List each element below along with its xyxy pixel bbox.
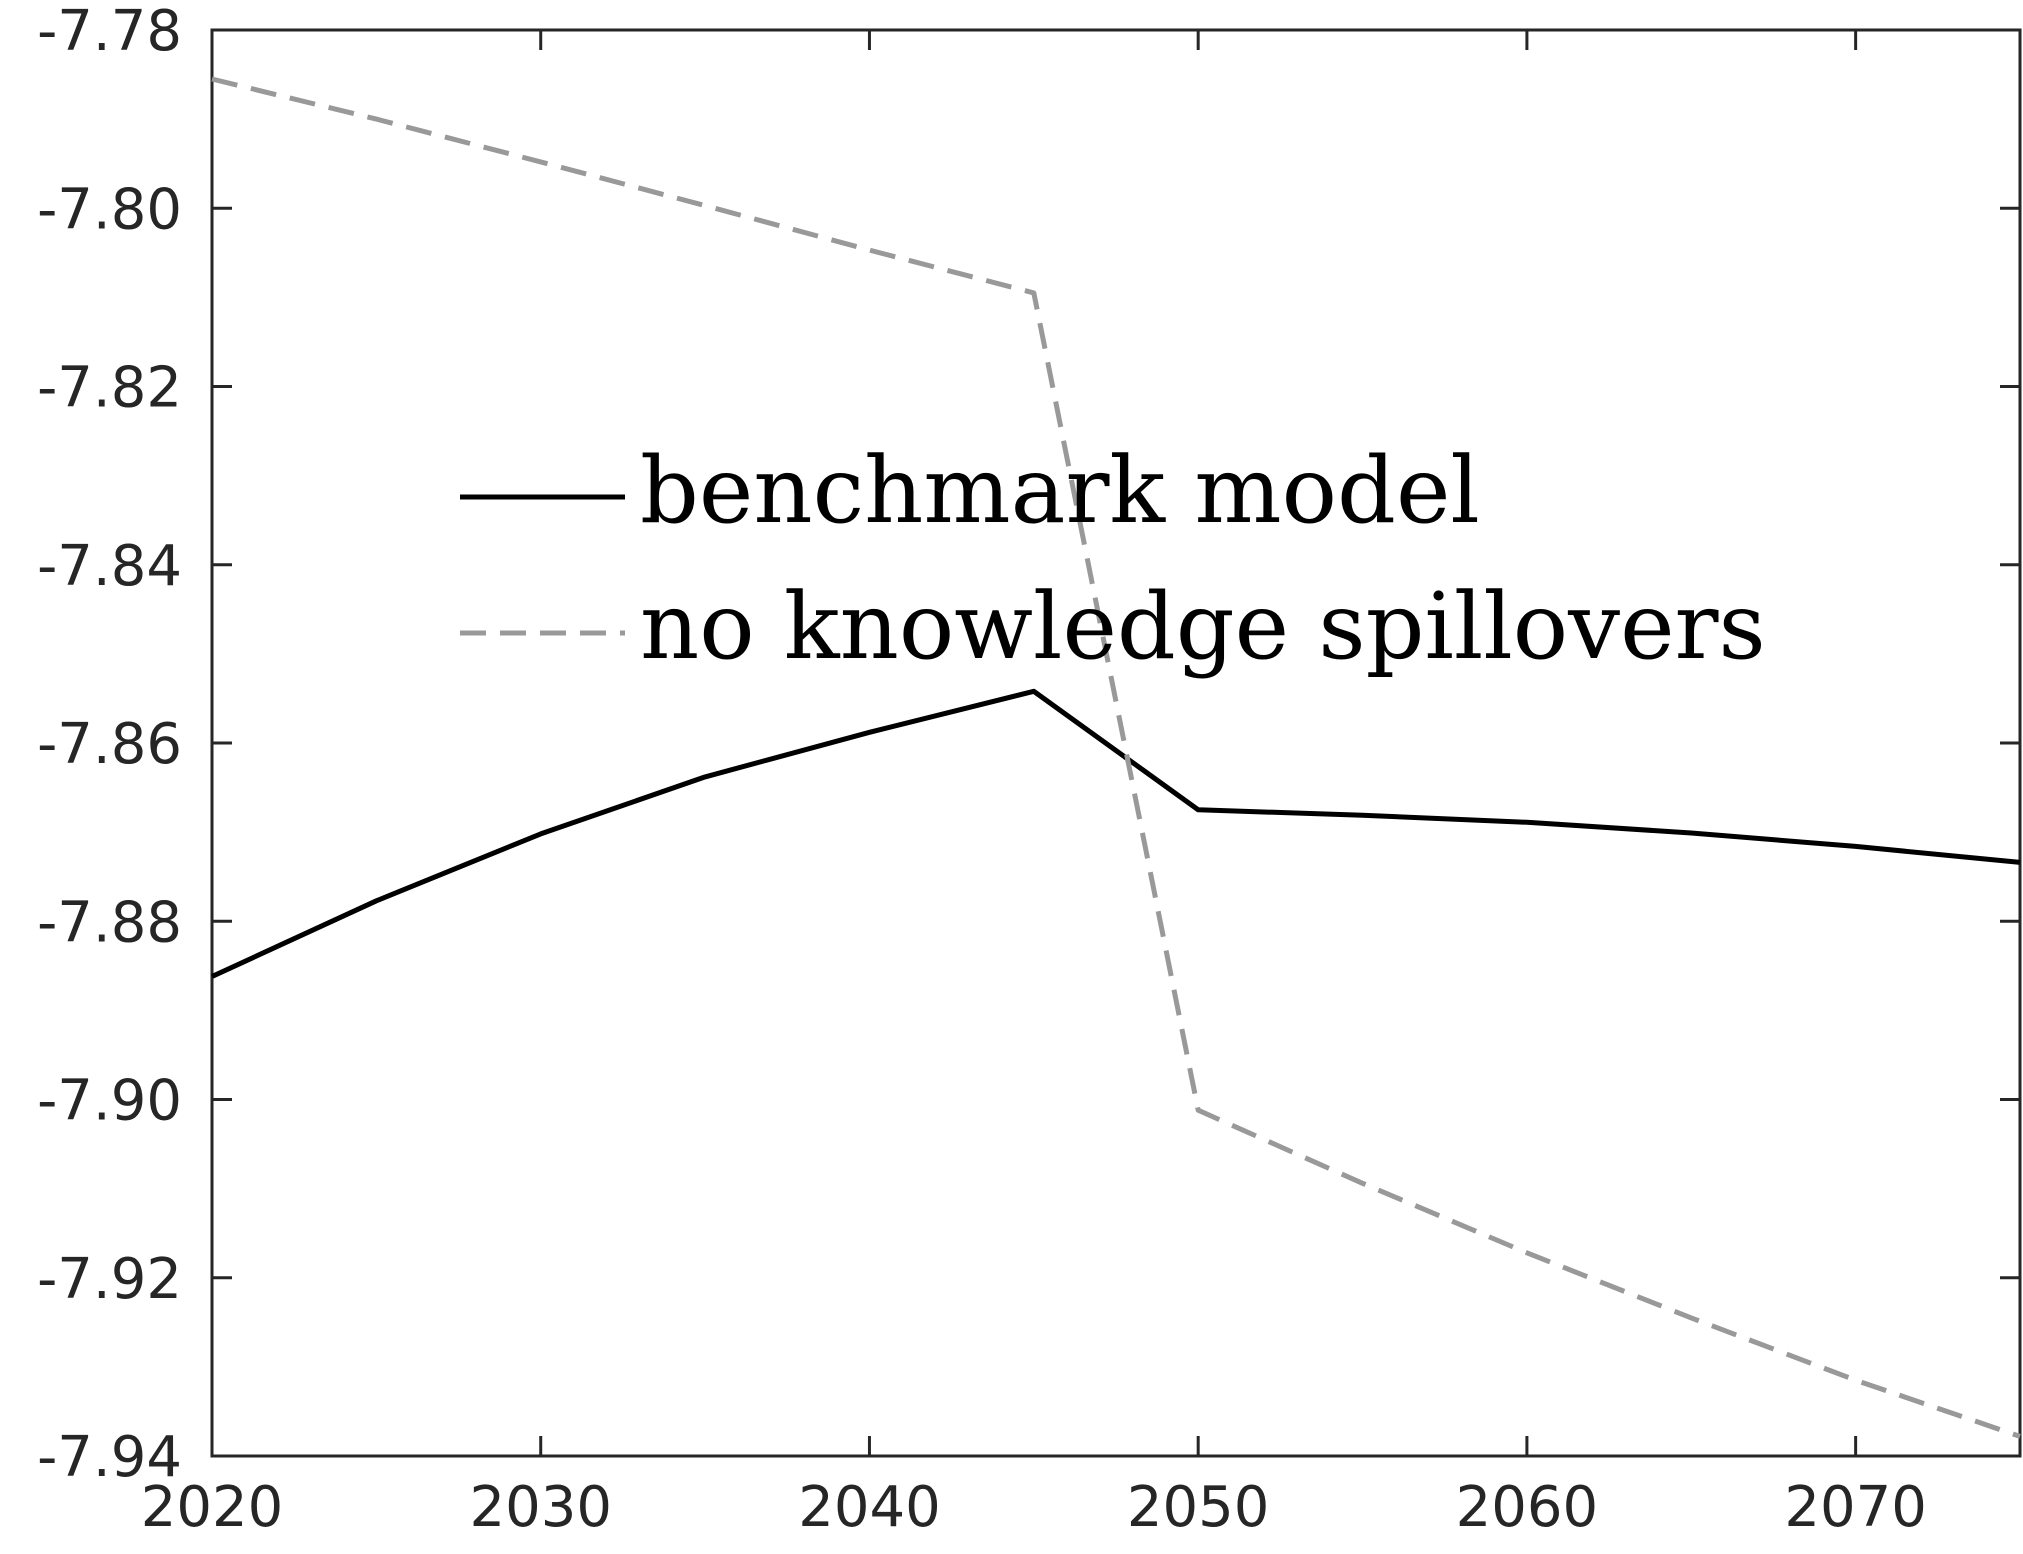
y-tick-label: -7.86: [37, 712, 182, 777]
y-tick-label: -7.80: [37, 177, 182, 242]
series-line-benchmark-model: [210, 688, 2021, 979]
series-layer: [210, 76, 2021, 1439]
legend: benchmark model no knowledge spillovers: [460, 437, 1766, 680]
y-tick-label: -7.92: [37, 1247, 182, 1312]
y-tick-label: -7.84: [37, 534, 182, 599]
x-tick-label: 2060: [1456, 1475, 1599, 1540]
axes-frame: [210, 28, 2022, 1458]
plot-area: [210, 28, 2022, 1458]
x-tick-label: 2050: [1127, 1475, 1270, 1540]
x-tick-label: 2040: [798, 1475, 941, 1540]
y-tick-label: -7.78: [37, 0, 182, 64]
y-tick-label: -7.82: [37, 356, 182, 421]
legend-label-no-knowledge-spillovers: no knowledge spillovers: [640, 573, 1766, 680]
x-tick-label: 2020: [141, 1475, 284, 1540]
x-tick-label: 2030: [469, 1475, 612, 1540]
y-tick-label: -7.90: [37, 1069, 182, 1134]
legend-label-benchmark-model: benchmark model: [640, 437, 1480, 544]
y-tick-label: -7.88: [37, 890, 182, 955]
axis-ticks: 2020 2030 2040 2050 2060 2070 -7.94 -7.92 -7.90 -…: [37, 0, 2020, 1540]
y-tick-label: -7.94: [37, 1425, 182, 1490]
series-line-no-knowledge-spillovers: [211, 76, 2021, 1439]
x-tick-label: 2070: [1784, 1475, 1927, 1540]
